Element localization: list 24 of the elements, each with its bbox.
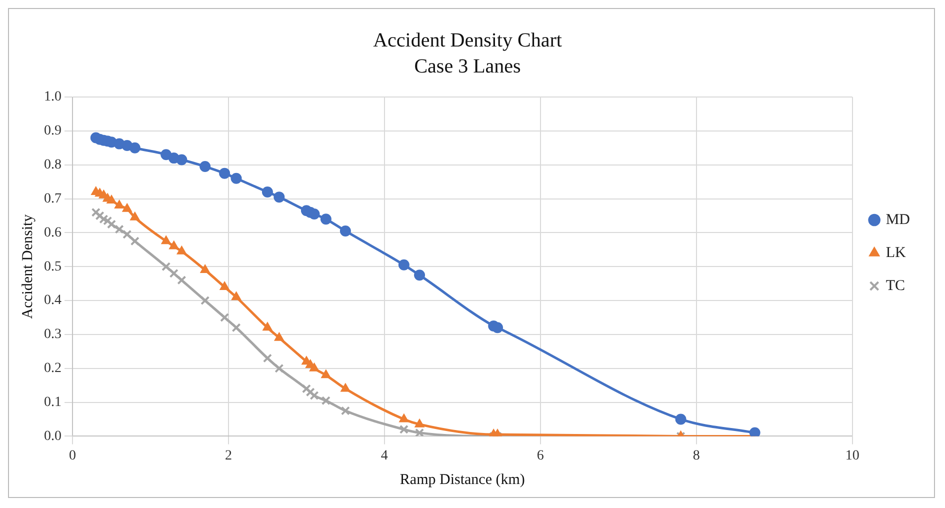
- legend-label: LK: [886, 244, 906, 261]
- y-tick-label: 0.9: [44, 124, 62, 139]
- x-tick-label: 6: [536, 448, 544, 464]
- y-tick-label: 0.0: [44, 428, 62, 444]
- y-tick-label: 0.3: [44, 327, 62, 342]
- x-tick-label: 10: [845, 448, 860, 464]
- chart-title: Accident Density Chart: [373, 29, 562, 52]
- y-tick-label: 0.5: [44, 259, 62, 274]
- y-axis-title: Accident Density: [20, 214, 36, 319]
- y-tick-label: 1.0: [44, 90, 62, 105]
- y-tick-label: 0.8: [44, 158, 62, 173]
- y-tick-label: 0.2: [44, 361, 62, 376]
- y-tick-label: 0.4: [44, 293, 62, 308]
- y-tick-label: 0.7: [44, 191, 62, 206]
- x-tick-label: 8: [692, 448, 700, 464]
- x-tick-label: 2: [224, 448, 232, 464]
- x-tick-label: 4: [380, 448, 388, 464]
- legend-label: MD: [886, 212, 910, 228]
- y-tick-label: 0.1: [44, 394, 62, 410]
- x-axis-title: Ramp Distance (km): [400, 472, 525, 488]
- x-tick-label: 0: [69, 448, 76, 464]
- chart-subtitle: Case 3 Lanes: [414, 55, 522, 78]
- y-tick-label: 0.6: [44, 225, 62, 240]
- legend-label: TC: [886, 278, 905, 294]
